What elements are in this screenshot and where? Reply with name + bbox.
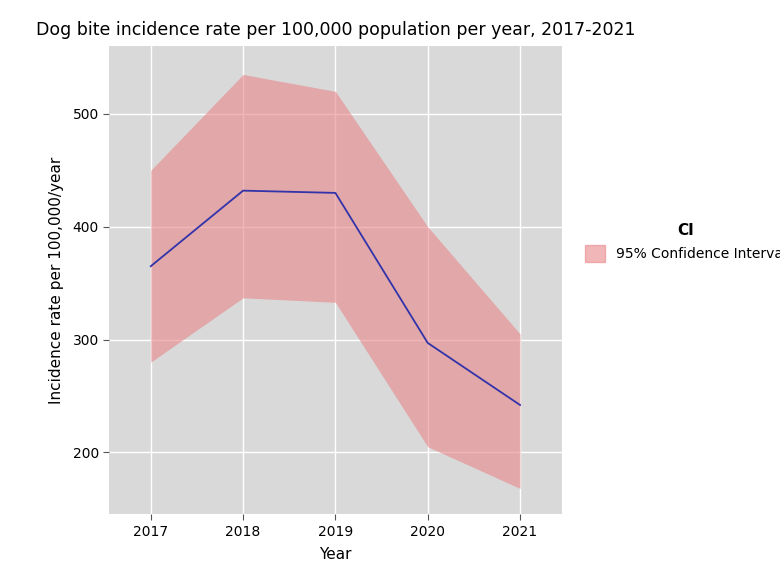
Y-axis label: Incidence rate per 100,000/year: Incidence rate per 100,000/year bbox=[49, 157, 64, 404]
Legend: 95% Confidence Interval: 95% Confidence Interval bbox=[578, 217, 780, 269]
X-axis label: Year: Year bbox=[319, 547, 352, 562]
Title: Dog bite incidence rate per 100,000 population per year, 2017-2021: Dog bite incidence rate per 100,000 popu… bbox=[36, 21, 635, 39]
